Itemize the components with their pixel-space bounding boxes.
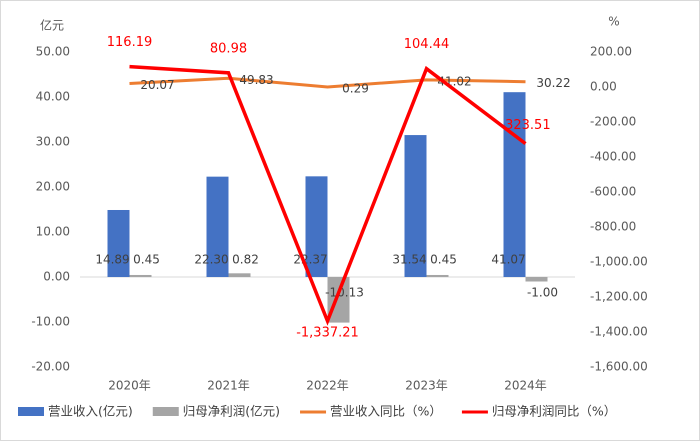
data-label: 22.37: [293, 253, 327, 267]
legend-swatch: [152, 407, 179, 416]
data-label: 31.54: [392, 253, 426, 267]
y2-axis-label: %: [608, 15, 619, 29]
data-label: 80.98: [210, 41, 247, 56]
data-label: 0.45: [133, 253, 160, 267]
line: [129, 64, 527, 326]
data-label: 41.07: [491, 253, 525, 267]
y2-tick-label: -600.00: [590, 185, 636, 199]
data-label: 0.45: [430, 253, 457, 267]
data-label: 0.82: [232, 253, 259, 267]
legend-label: 营业收入同比（%）: [330, 404, 442, 419]
data-label: -10.13: [325, 286, 364, 300]
y2-tick-label: 0.00: [590, 80, 617, 94]
data-label: -1.00: [527, 286, 558, 300]
y-tick-label: 30.00: [36, 135, 70, 149]
x-tick-label: 2022年: [306, 379, 349, 393]
y-tick-label: -10.00: [31, 315, 70, 329]
y-tick-label: 0.00: [43, 270, 70, 284]
legend-label: 归母净利润(亿元): [183, 404, 280, 419]
legend-swatch: [18, 407, 44, 416]
y2-tick-label: -1,000.00: [590, 255, 648, 269]
data-label: 22.30: [194, 253, 228, 267]
bar: [404, 135, 427, 277]
data-label: 104.44: [404, 37, 450, 52]
y-axis-label: 亿元: [40, 18, 64, 33]
data-label: 0.29: [342, 81, 369, 95]
y2-tick-label: -1,400.00: [590, 325, 648, 339]
bar: [129, 274, 152, 277]
y2-tick-label: -400.00: [590, 150, 636, 164]
y2-tick-label: -1,200.00: [590, 290, 648, 304]
x-tick-label: 2023年: [405, 379, 448, 393]
bar: [107, 209, 130, 277]
y-tick-label: 40.00: [36, 90, 70, 104]
legend-label: 营业收入(亿元): [48, 404, 133, 419]
data-label: 49.83: [239, 73, 273, 87]
data-label: -323.51: [500, 118, 550, 133]
data-label: -1,337.21: [296, 326, 359, 341]
x-tick-label: 2021年: [207, 379, 250, 393]
y-tick-label: 10.00: [36, 225, 70, 239]
y-tick-label: 50.00: [36, 45, 70, 59]
line: [129, 76, 526, 89]
legend-label: 归母净利润同比（%）: [492, 404, 616, 419]
bar: [206, 176, 229, 277]
data-label: 30.22: [536, 76, 570, 90]
data-label: 20.07: [140, 78, 174, 92]
bar: [305, 176, 328, 277]
y2-tick-label: -1,600.00: [590, 360, 648, 374]
bar: [426, 274, 449, 277]
x-tick-label: 2024年: [504, 379, 547, 393]
y2-tick-label: -800.00: [590, 220, 636, 234]
data-label: 116.19: [107, 35, 153, 50]
y2-tick-label: 200.00: [590, 45, 632, 59]
y-tick-label: -20.00: [31, 360, 70, 374]
data-label: 14.89: [95, 253, 129, 267]
y-tick-label: 20.00: [36, 180, 70, 194]
bar: [525, 277, 548, 282]
x-tick-label: 2020年: [108, 379, 151, 393]
bar: [228, 273, 251, 277]
y2-tick-label: -200.00: [590, 115, 636, 129]
